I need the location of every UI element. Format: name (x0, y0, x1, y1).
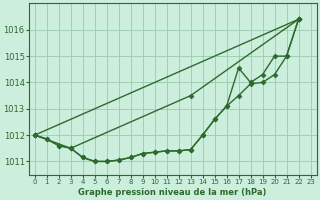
X-axis label: Graphe pression niveau de la mer (hPa): Graphe pression niveau de la mer (hPa) (78, 188, 267, 197)
